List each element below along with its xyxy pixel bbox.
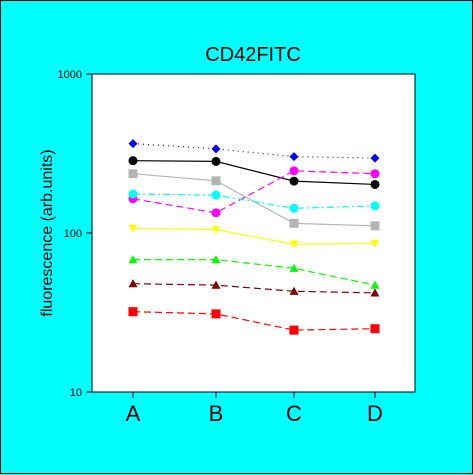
series-line: [132, 170, 376, 214]
y-tick-label: 100: [64, 228, 82, 240]
x-tick-label: D: [367, 401, 383, 426]
data-point: [370, 288, 380, 297]
data-point: [211, 190, 221, 200]
data-point: [289, 263, 299, 272]
series-line: [132, 193, 376, 209]
series-line: [132, 283, 376, 294]
data-point: [289, 325, 299, 335]
data-point: [211, 176, 221, 186]
y-tick-label: 10: [70, 387, 82, 399]
data-point: [289, 240, 299, 249]
data-point: [289, 286, 299, 295]
chart-title: CD42FITC: [205, 44, 301, 66]
series-line: [132, 227, 376, 245]
x-tick-label: A: [126, 401, 141, 426]
data-point: [128, 279, 138, 288]
series-2: [128, 156, 380, 189]
data-point: [370, 169, 380, 179]
series-8: [128, 279, 380, 297]
data-point: [289, 152, 299, 162]
data-point: [128, 224, 138, 233]
data-point: [289, 203, 299, 213]
y-axis-label: fluorescence (arb.units): [39, 149, 56, 316]
data-point: [211, 255, 221, 264]
series-line: [132, 311, 376, 331]
data-point: [370, 239, 380, 248]
data-point: [370, 153, 380, 163]
x-tick-label: C: [286, 401, 302, 426]
series-line: [133, 259, 376, 286]
data-point: [128, 255, 138, 264]
data-point: [128, 156, 138, 166]
x-tick-label: B: [209, 401, 224, 426]
y-tick-label: 1000: [58, 69, 82, 81]
series-7: [128, 255, 380, 289]
y-axis: 10 100 1000: [58, 69, 92, 399]
data-point: [289, 166, 299, 176]
series-1: [128, 139, 380, 163]
data-point: [211, 144, 221, 154]
data-point: [211, 226, 221, 235]
data-point: [211, 309, 221, 319]
series-layer: [128, 139, 380, 335]
data-point: [128, 307, 138, 317]
data-point: [370, 324, 380, 334]
series-6: [128, 224, 380, 249]
series-line: [132, 160, 376, 186]
data-point: [370, 221, 380, 231]
data-point: [370, 280, 380, 289]
x-axis: A B C D: [126, 392, 383, 426]
data-point: [128, 139, 138, 149]
series-5: [128, 189, 380, 213]
data-point: [128, 189, 138, 199]
plot-area: [91, 73, 416, 393]
data-point: [211, 280, 221, 289]
data-point: [370, 179, 380, 189]
data-point: [289, 176, 299, 186]
data-point: [128, 169, 138, 179]
data-point: [211, 156, 221, 166]
data-point: [289, 218, 299, 228]
data-point: [370, 201, 380, 211]
series-9: [128, 307, 380, 335]
data-point: [211, 208, 221, 218]
